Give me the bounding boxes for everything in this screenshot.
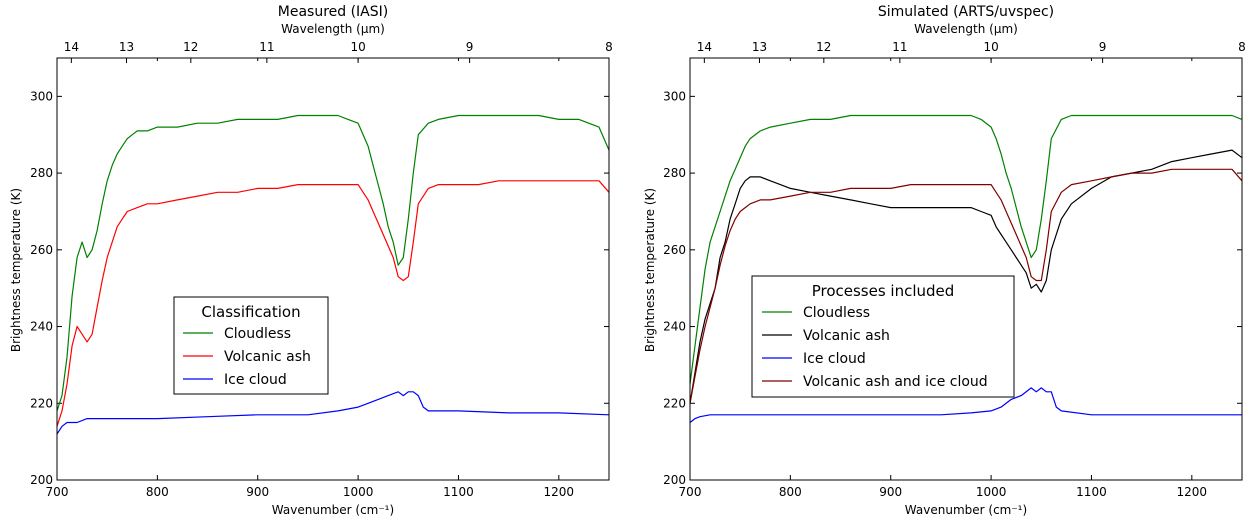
y-tick-label: 240 — [663, 320, 686, 334]
legend-entry-volcanic-ash: Volcanic ash — [224, 349, 311, 365]
plot-area — [56, 114, 610, 435]
y-axis-label: Brightness temperature (K) — [643, 188, 657, 352]
y-tick-label: 280 — [30, 166, 53, 180]
legend-entry-cloudless: Cloudless — [224, 326, 291, 342]
plot-area — [689, 114, 1243, 423]
x2-tick-label: 9 — [1099, 40, 1107, 54]
series-line-ice-cloud — [689, 387, 1242, 423]
series-line-cloudless — [689, 114, 1243, 385]
axis-ticks: 700 800 900 1000 1100 1200 200 220 240 260 280 300 1… — [30, 40, 613, 499]
axis-ticks: 700 800 900 1000 1100 1200 200 220 240 260 280 300 1… — [663, 40, 1246, 499]
y-tick-label: 260 — [30, 243, 53, 257]
x2-axis-label: Wavelength (μm) — [281, 22, 385, 36]
plot-frame — [689, 57, 1243, 481]
legend-entry-volcanic-ash-and-ice-cloud: Volcanic ash and ice cloud — [803, 374, 988, 390]
x-tick-label: 700 — [46, 485, 69, 499]
legend-entry-ice-cloud: Ice cloud — [803, 351, 866, 367]
x-tick-label: 700 — [679, 485, 702, 499]
series-line-volcanic-ash — [689, 149, 1243, 404]
x-tick-label: 1000 — [343, 485, 374, 499]
chart-title: Simulated (ARTS/uvspec) — [878, 4, 1054, 20]
x-tick-label: 1200 — [544, 485, 575, 499]
legend-title: Classification — [201, 303, 300, 321]
legend: Processes included Cloudless Volcanic as… — [751, 275, 1015, 398]
plot-frame — [56, 57, 610, 481]
x2-tick-label: 12 — [183, 40, 198, 54]
legend-box — [751, 275, 1015, 398]
legend-box — [173, 296, 329, 395]
chart-title: Measured (IASI) — [278, 4, 388, 20]
simulated-panel: Simulated (ARTS/uvspec) Wavelength (μm) … — [643, 4, 1246, 517]
x2-tick-label: 14 — [697, 40, 712, 54]
x2-tick-label: 8 — [1238, 40, 1246, 54]
series-line-volcanic-ash-and-ice-cloud — [689, 168, 1243, 404]
y-tick-label: 240 — [30, 320, 53, 334]
x-tick-label: 1200 — [1177, 485, 1208, 499]
x-axis-label: Wavenumber (cm⁻¹) — [272, 503, 394, 517]
x2-tick-label: 13 — [752, 40, 767, 54]
x-tick-label: 1100 — [443, 485, 474, 499]
y-tick-label: 260 — [663, 243, 686, 257]
x-tick-label: 900 — [246, 485, 269, 499]
y-tick-label: 220 — [30, 396, 53, 410]
y-axis-label: Brightness temperature (K) — [9, 188, 23, 352]
legend-entry-cloudless: Cloudless — [803, 305, 870, 321]
x2-tick-label: 13 — [119, 40, 134, 54]
legend-entry-ice-cloud: Ice cloud — [224, 372, 287, 388]
series-line-ice-cloud — [56, 391, 610, 435]
x-tick-label: 800 — [146, 485, 169, 499]
x2-axis-label: Wavelength (μm) — [914, 22, 1018, 36]
y-tick-label: 200 — [30, 473, 53, 487]
x2-tick-label: 8 — [605, 40, 613, 54]
x2-tick-label: 9 — [466, 40, 474, 54]
y-tick-label: 300 — [663, 89, 686, 103]
x2-tick-label: 10 — [983, 40, 998, 54]
x-tick-label: 800 — [779, 485, 802, 499]
series-line-cloudless — [56, 114, 610, 412]
legend-entry-volcanic-ash: Volcanic ash — [803, 328, 890, 344]
x-tick-label: 1100 — [1076, 485, 1107, 499]
x2-tick-label: 11 — [892, 40, 907, 54]
legend-title: Processes included — [812, 282, 955, 300]
x-axis-label: Wavenumber (cm⁻¹) — [905, 503, 1027, 517]
x-tick-label: 1000 — [976, 485, 1007, 499]
y-tick-label: 200 — [663, 473, 686, 487]
x2-tick-label: 10 — [350, 40, 365, 54]
x2-tick-label: 14 — [64, 40, 79, 54]
x2-tick-label: 11 — [259, 40, 274, 54]
measured-panel: Measured (IASI) Wavelength (μm) Wavenumb… — [9, 4, 613, 517]
legend: Classification Cloudless Volcanic ash Ic… — [173, 296, 329, 395]
x-tick-label: 900 — [879, 485, 902, 499]
series-line-volcanic-ash — [56, 180, 610, 427]
y-tick-label: 300 — [30, 89, 53, 103]
y-tick-label: 220 — [663, 396, 686, 410]
y-tick-label: 280 — [663, 166, 686, 180]
x2-tick-label: 12 — [816, 40, 831, 54]
